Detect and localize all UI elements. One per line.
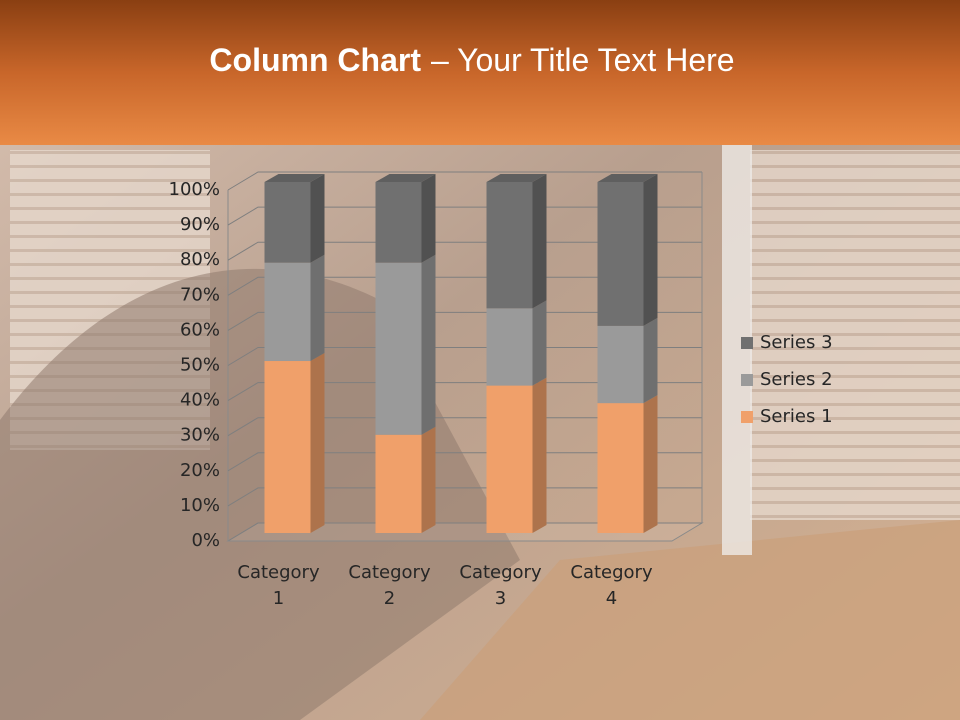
header-bar: [0, 0, 960, 145]
legend-swatch: [741, 337, 753, 349]
legend-label: Series 2: [760, 369, 833, 390]
bar-segment-top: [375, 174, 436, 182]
bar-segment-side: [532, 300, 547, 386]
y-tick-label: 50%: [180, 355, 220, 376]
bar-segment: [597, 403, 644, 533]
x-tick-label: Category 3: [459, 562, 542, 609]
bar-segment: [375, 262, 422, 435]
photo-desk: [420, 520, 960, 720]
title-rest: – Your Title Text Here: [431, 42, 735, 78]
legend-swatch: [741, 411, 753, 423]
bar-segment-side: [421, 254, 436, 435]
grid-line: [227, 276, 702, 296]
bar-segment: [486, 308, 533, 386]
bar-segment: [597, 325, 644, 404]
window-blinds: [750, 150, 960, 520]
grid-line: [227, 347, 702, 366]
x-tick-label: Category 2: [348, 562, 431, 609]
bar-segment-top: [264, 174, 325, 182]
legend-label: Series 1: [760, 406, 833, 427]
bar-segment-side: [421, 426, 436, 533]
bar-segment-side: [643, 317, 658, 404]
grid-line: [227, 171, 702, 191]
bar-segment: [486, 385, 533, 533]
bar-segment: [375, 434, 422, 533]
y-tick-label: 10%: [180, 495, 220, 516]
grid-line: [227, 522, 702, 542]
grid-line: [227, 311, 702, 331]
bar-segment: [264, 361, 311, 533]
y-tick-label: 90%: [180, 214, 220, 235]
y-tick-label: 60%: [180, 319, 220, 340]
bar-segment-top: [597, 174, 658, 182]
legend-swatch: [741, 374, 753, 386]
y-tick-label: 40%: [180, 390, 220, 411]
bar-segment-side: [643, 174, 658, 326]
y-tick-label: 70%: [180, 284, 220, 305]
bar-segment: [264, 262, 311, 362]
y-tick-label: 80%: [180, 249, 220, 270]
grid-line: [227, 452, 702, 472]
x-tick-label: Category 1: [237, 562, 320, 609]
grid-line: [227, 417, 702, 437]
grid-line: [227, 487, 702, 507]
slide-title: Column Chart – Your Title Text Here: [209, 42, 734, 78]
grid-line: [227, 206, 702, 226]
bar-segment-side: [310, 254, 325, 362]
bar-segment: [375, 182, 422, 263]
legend-label: Series 3: [760, 332, 833, 353]
bar-segment-side: [643, 395, 658, 533]
bar-segment-side: [310, 174, 325, 263]
y-tick-label: 0%: [191, 530, 220, 551]
bar-segment: [264, 182, 311, 263]
bar-segment-top: [486, 174, 547, 182]
y-tick-label: 20%: [180, 460, 220, 481]
title-bold: Column Chart: [209, 42, 421, 78]
y-tick-label: 30%: [180, 425, 220, 446]
x-tick-label: Category 4: [570, 562, 653, 609]
bar-segment-side: [310, 353, 325, 533]
bar-segment: [486, 182, 533, 309]
bar-segment-side: [532, 174, 547, 309]
plot-area: 0% 10% 20% 30% 40% 50% 60% 70% 80% 90% 100% Series …: [169, 171, 833, 551]
grid-line: [227, 241, 702, 261]
grid-line: [227, 382, 702, 402]
bar-segment-side: [532, 377, 547, 533]
bar-segment-side: [421, 174, 436, 263]
photo-monitor: [722, 145, 752, 555]
y-tick-label: 100%: [169, 179, 220, 200]
bar-segment: [597, 182, 644, 326]
